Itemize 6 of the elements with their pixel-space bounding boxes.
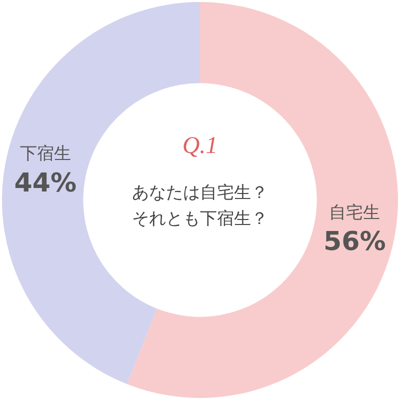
slice-label: 自宅生 — [329, 202, 380, 223]
data-label: 56% — [324, 227, 386, 258]
slice-label: 下宿生 — [20, 144, 71, 164]
text: Q.1 — [182, 133, 218, 159]
text: あなたは自宅生？それとも下宿生？ — [131, 182, 269, 231]
data-label: 44% — [14, 168, 76, 198]
